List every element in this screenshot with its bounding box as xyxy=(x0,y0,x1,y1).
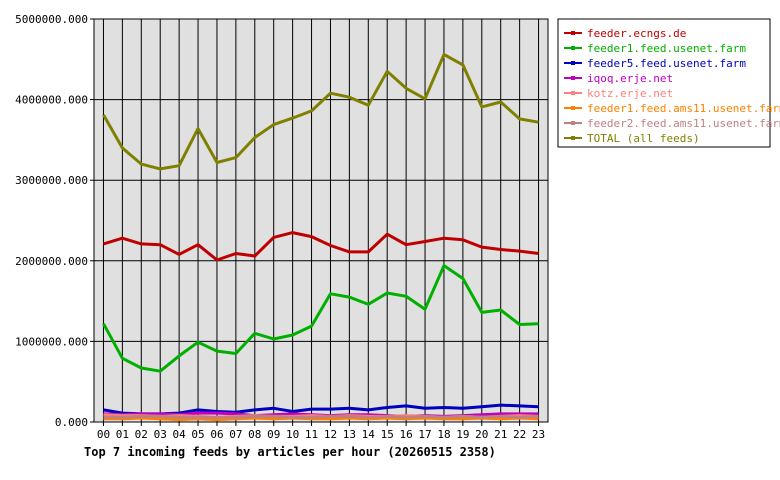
legend-box xyxy=(557,18,771,148)
x-tick-label: 22 xyxy=(513,428,526,441)
x-tick-label: 04 xyxy=(173,428,187,441)
x-tick-label: 08 xyxy=(248,428,261,441)
plot-area xyxy=(93,18,549,423)
x-tick-label: 05 xyxy=(191,428,204,441)
x-tick-label: 17 xyxy=(418,428,431,441)
x-tick-label: 19 xyxy=(456,428,469,441)
x-tick-label: 01 xyxy=(116,428,129,441)
series-lines xyxy=(102,53,539,422)
series-line-total-all-feeds xyxy=(102,53,539,171)
x-tick-label: 12 xyxy=(324,428,337,441)
legend-label-feeder5-feed-usenet-farm: feeder5.feed.usenet.farm xyxy=(587,57,746,70)
legend-marker-feeder5-feed-usenet-farm xyxy=(571,61,575,65)
y-tick-label: 3000000.000 xyxy=(15,174,88,187)
y-tick-label: 4000000.000 xyxy=(15,94,88,107)
legend-label-kotz-erje-net: kotz.erje.net xyxy=(587,87,673,100)
x-tick-label: 10 xyxy=(286,428,299,441)
series-line-feeder1-feed-usenet-farm xyxy=(102,264,539,373)
x-tick-label: 18 xyxy=(437,428,450,441)
y-axis-tick-labels: 0.000 1000000.000 2000000.000 3000000.000 40… xyxy=(15,13,94,429)
x-tick-label: 14 xyxy=(362,428,376,441)
y-tick-label: 1000000.000 xyxy=(15,335,88,348)
legend-marker-total-all-feeds xyxy=(571,136,575,140)
x-tick-label: 16 xyxy=(400,428,413,441)
y-tick-label: 2000000.000 xyxy=(15,255,88,268)
legend-marker-feeder1-feed-usenet-farm xyxy=(571,46,575,50)
legend-label-total-all-feeds: TOTAL (all feeds) xyxy=(587,132,700,145)
legend-label-iqoq-erje-net: iqoq.erje.net xyxy=(587,72,673,85)
x-tick-label: 06 xyxy=(210,428,223,441)
series-line-feeder2-feed-ams11-usenet-farm xyxy=(103,414,539,419)
x-tick-label: 15 xyxy=(381,428,394,441)
x-tick-label: 02 xyxy=(135,428,148,441)
x-tick-label: 23 xyxy=(532,428,545,441)
legend-label-feeder-ecngs-de: feeder.ecngs.de xyxy=(587,27,686,40)
legend-label-feeder2-feed-ams11-usenet-farm: feeder2.feed.ams11.usenet.farm xyxy=(587,117,780,130)
legend-label-feeder1-feed-ams11-usenet-farm: feeder1.feed.ams11.usenet.farm xyxy=(587,102,780,115)
x-tick-label: 03 xyxy=(154,428,167,441)
legend-marker-feeder1-feed-ams11-usenet-farm xyxy=(571,106,575,110)
legend-marker-feeder-ecngs-de xyxy=(571,31,575,35)
x-axis-tick-labels: 00 01 02 03 04 05 06 07 08 09 10 11 12 13 14 15 16 17 18 19… xyxy=(97,422,545,441)
legend-label-feeder1-feed-usenet-farm: feeder1.feed.usenet.farm xyxy=(587,42,746,55)
legend-marker-iqoq-erje-net xyxy=(571,76,575,80)
x-tick-label: 09 xyxy=(267,428,280,441)
x-tick-label: 13 xyxy=(343,428,356,441)
series-line-feeder1-feed-ams11-usenet-farm xyxy=(103,416,539,422)
series-line-feeder-ecngs-de xyxy=(103,231,539,262)
grid-lines xyxy=(94,19,548,422)
y-tick-label: 0.000 xyxy=(55,416,88,429)
x-tick-label: 21 xyxy=(494,428,507,441)
y-tick-label: 5000000.000 xyxy=(15,13,88,26)
x-tick-label: 00 xyxy=(97,428,110,441)
legend: feeder.ecngs.de feeder1.feed.usenet.farm f… xyxy=(564,27,780,145)
x-tick-label: 20 xyxy=(475,428,488,441)
legend-marker-kotz-erje-net xyxy=(571,91,575,95)
x-tick-label: 07 xyxy=(229,428,242,441)
x-tick-label: 11 xyxy=(305,428,318,441)
legend-marker-feeder2-feed-ams11-usenet-farm xyxy=(571,121,575,125)
chart-title: Top 7 incoming feeds by articles per hou… xyxy=(84,445,496,459)
